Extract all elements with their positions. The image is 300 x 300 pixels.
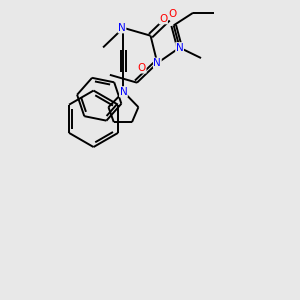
Text: O: O bbox=[138, 63, 146, 73]
Text: O: O bbox=[169, 9, 177, 19]
Text: N: N bbox=[120, 87, 127, 97]
Text: N: N bbox=[176, 43, 184, 52]
Text: N: N bbox=[154, 58, 161, 68]
Text: N: N bbox=[118, 23, 126, 33]
Text: O: O bbox=[159, 14, 167, 24]
